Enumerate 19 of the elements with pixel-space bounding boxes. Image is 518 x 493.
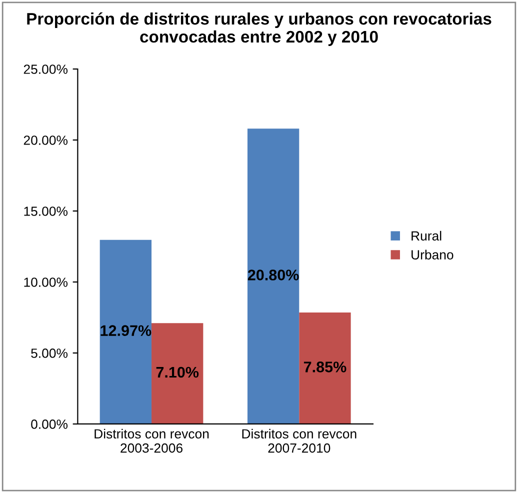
data-label: 7.10% <box>156 366 199 378</box>
x-tick-label: Distritos con revcon 2007-2010 <box>242 428 356 453</box>
chart-title: Proporción de distritos rurales y urbanos con revocatorias convocadas entre 2002 y 2010 <box>27 12 492 46</box>
y-tick-label: 5.00% <box>31 348 68 358</box>
data-label: 12.97% <box>100 325 152 336</box>
y-tick-label: 25.00% <box>24 64 68 74</box>
y-tick-label: 20.00% <box>24 136 68 145</box>
y-tick-label: 15.00% <box>24 206 68 216</box>
data-label: 20.80% <box>248 270 299 280</box>
bar <box>100 240 152 424</box>
data-label: 7.85% <box>304 362 346 372</box>
bar <box>299 312 351 424</box>
legend-label: Urbano <box>412 250 454 260</box>
legend-label: Rural <box>412 230 442 241</box>
bar <box>152 323 204 424</box>
x-tick-label: Distritos con revcon 2003-2006 <box>94 428 209 453</box>
y-tick-label: 0.00% <box>31 420 68 429</box>
bar <box>247 128 300 424</box>
y-tick-label: 10.00% <box>24 278 68 287</box>
